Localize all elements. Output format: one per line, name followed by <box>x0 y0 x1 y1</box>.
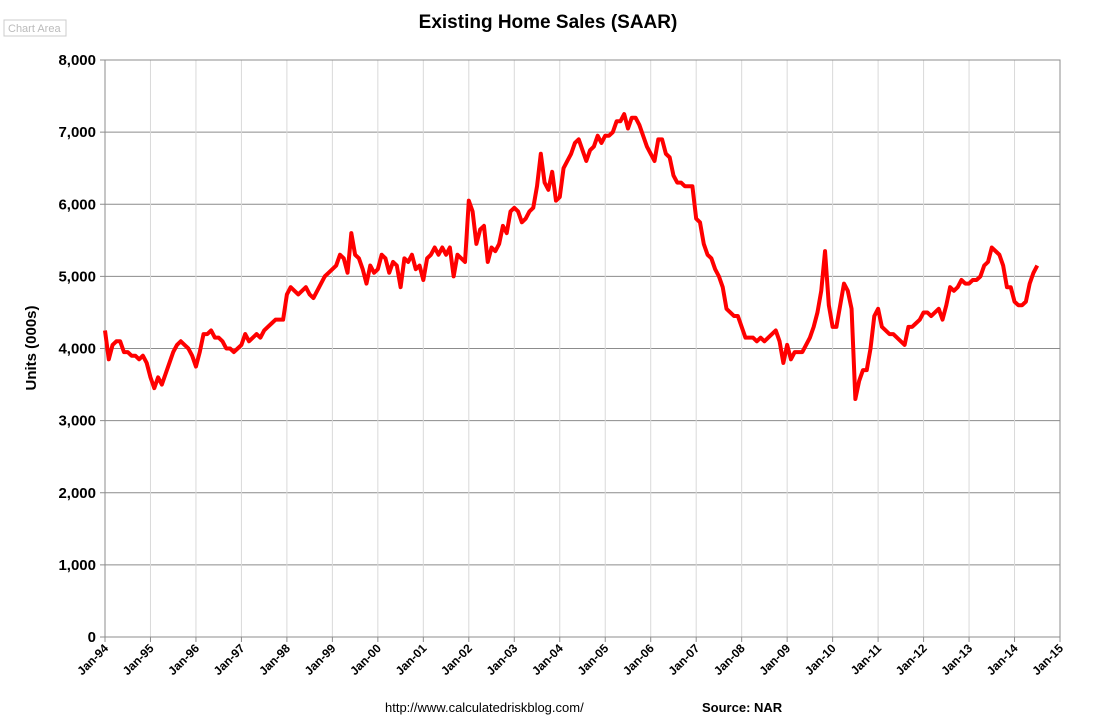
x-tick-label: Jan-03 <box>484 641 521 678</box>
x-tick-label: Jan-05 <box>575 641 612 678</box>
y-tick-label: 3,000 <box>58 413 96 430</box>
corner-box <box>3 19 67 37</box>
corner-label: Chart Area <box>8 23 61 35</box>
y-tick-label: 2,000 <box>58 485 96 502</box>
x-tick-label: Jan-14 <box>984 641 1021 678</box>
x-tick-label: Jan-96 <box>165 641 202 678</box>
x-tick-label: Jan-01 <box>393 641 430 678</box>
x-tick-label: Jan-09 <box>756 641 793 678</box>
x-tick-label: Jan-08 <box>711 641 748 678</box>
x-tick-label: Jan-04 <box>529 641 566 678</box>
x-tick-label: Jan-97 <box>211 641 248 678</box>
x-tick-label: Jan-11 <box>848 641 885 678</box>
plot-border <box>104 59 1061 638</box>
y-tick-label: 7,000 <box>58 124 96 141</box>
x-tick-label: Jan-98 <box>256 641 293 678</box>
x-tick-label: Jan-10 <box>802 641 839 678</box>
y-tick-label: 6,000 <box>58 196 96 213</box>
x-tick-label: Jan-15 <box>1029 641 1066 678</box>
y-tick-label: 8,000 <box>58 52 96 69</box>
y-tick-label: 5,000 <box>58 268 96 285</box>
x-tick-label: Jan-95 <box>120 641 157 678</box>
y-tick-label: 1,000 <box>58 557 96 574</box>
footer-source: Source: NAR <box>702 700 783 715</box>
x-tick-label: Jan-00 <box>347 641 384 678</box>
x-tick-label: Jan-02 <box>438 641 475 678</box>
x-tick-label: Jan-13 <box>938 641 975 678</box>
x-tick-label: Jan-99 <box>302 641 339 678</box>
x-tick-label: Jan-06 <box>620 641 657 678</box>
x-tick-label: Jan-94 <box>74 641 111 678</box>
y-tick-label: 0 <box>88 629 96 646</box>
x-tick-label: Jan-12 <box>893 641 930 678</box>
y-axis-label: Units (000s) <box>23 305 40 390</box>
chart-title: Existing Home Sales (SAAR) <box>419 12 678 33</box>
y-tick-label: 4,000 <box>58 341 96 358</box>
x-tick-label: Jan-07 <box>666 641 703 678</box>
footer-url: http://www.calculatedriskblog.com/ <box>385 700 584 715</box>
series-line <box>103 112 1040 401</box>
